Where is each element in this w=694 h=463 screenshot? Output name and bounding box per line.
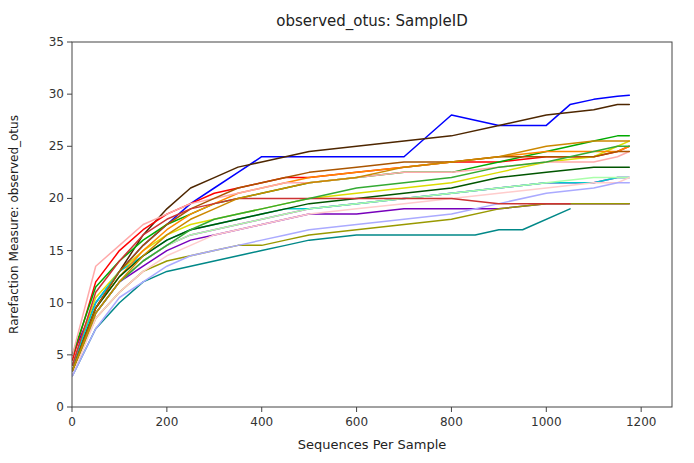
series-line (72, 183, 629, 376)
series-line (72, 146, 629, 370)
y-tick (67, 250, 72, 251)
y-tick-label: 0 (56, 400, 64, 414)
series-line (72, 204, 629, 371)
y-tick-label: 30 (49, 87, 64, 101)
x-tick-label: 1200 (626, 415, 657, 429)
y-tick-label: 25 (49, 139, 64, 153)
y-tick-label: 5 (56, 348, 64, 362)
series-line (72, 146, 629, 370)
x-tick-label: 800 (440, 415, 463, 429)
series-group (72, 95, 629, 376)
series-line (72, 167, 629, 370)
x-tick-label: 1000 (531, 415, 562, 429)
x-tick (166, 407, 167, 412)
x-tick (546, 407, 547, 412)
y-tick-label: 10 (49, 296, 64, 310)
plot-frame (72, 42, 672, 407)
y-tick-label: 15 (49, 244, 64, 258)
y-tick (67, 94, 72, 95)
y-tick (67, 302, 72, 303)
y-tick (67, 407, 72, 408)
series-line (72, 152, 629, 371)
title: observed_otus: SampleID (276, 12, 467, 31)
x-tick-label: 200 (155, 415, 178, 429)
x-axis-label: Sequences Per Sample (298, 437, 447, 452)
x-tick (261, 407, 262, 412)
y-tick (67, 354, 72, 355)
x-tick (451, 407, 452, 412)
chart: 0 200 400 600 800 1000 1200 0 5 10 15 20 25 30 35 obser… (0, 0, 694, 463)
x-tick (72, 407, 73, 412)
x-tick-label: 400 (250, 415, 273, 429)
y-tick (67, 146, 72, 147)
series-line (72, 204, 629, 371)
y-tick-label: 20 (49, 191, 64, 205)
y-tick-label: 35 (49, 35, 64, 49)
x-tick (356, 407, 357, 412)
x-tick-label: 0 (68, 415, 76, 429)
series-line (72, 209, 570, 376)
x-tick (641, 407, 642, 412)
y-tick (67, 42, 72, 43)
series-line (72, 198, 570, 365)
x-tick-label: 600 (345, 415, 368, 429)
y-axis-label: Rarefaction Measure: observed_otus (7, 115, 21, 334)
series-line (72, 178, 629, 366)
y-tick (67, 198, 72, 199)
series-line (72, 141, 629, 370)
series-line (72, 178, 629, 376)
